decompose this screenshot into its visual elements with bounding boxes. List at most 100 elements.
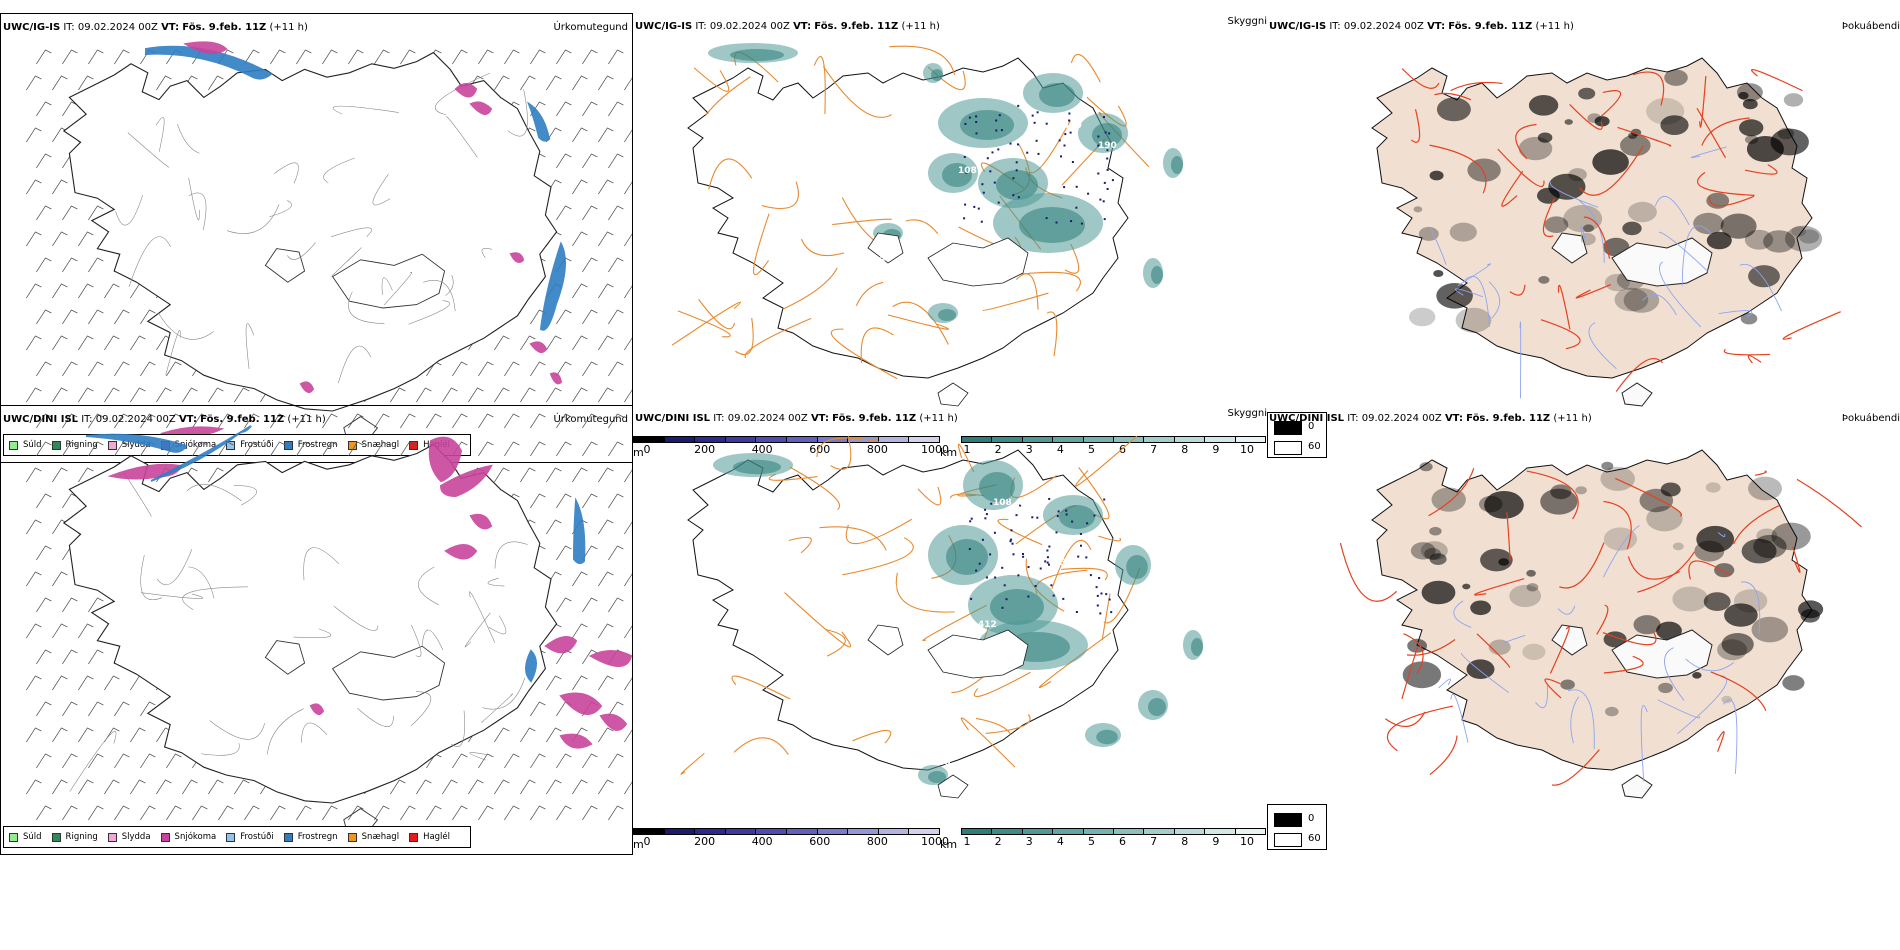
fog-patch (1431, 487, 1466, 512)
wind-barb (26, 727, 42, 743)
lead-time: (+11 h) (901, 21, 940, 32)
vt-value: Fös. 9.feb. 11Z (832, 413, 917, 424)
precip-area (539, 241, 566, 331)
low-visibility-areas (708, 43, 1183, 323)
road-segment (287, 242, 316, 260)
wind-barb (598, 75, 614, 91)
fog-patch (1467, 158, 1501, 182)
road-segment (69, 731, 117, 792)
road-segment (357, 708, 394, 727)
visibility-swatch (962, 829, 993, 834)
wind-barb (26, 779, 42, 795)
road-segment (731, 675, 791, 700)
road-segment (182, 586, 248, 610)
ceiling-tick: 800 (866, 835, 888, 848)
road-segment (1075, 435, 1138, 487)
precip-legend-item: Rigning (51, 440, 98, 450)
visibility-colorbar: 1 2 3 4 5 6 7 8 9 10 (961, 436, 1266, 456)
ceiling-swatch (664, 829, 696, 834)
wind-barb (504, 361, 520, 377)
ceiling-speck (964, 122, 967, 125)
road-segment (753, 213, 770, 276)
wind-barb (26, 283, 42, 299)
fog-patch (1479, 495, 1503, 513)
fog-patch (1721, 695, 1733, 704)
road-segment (372, 173, 391, 206)
fog-patch (1413, 206, 1423, 213)
road-segment (698, 299, 736, 330)
fog-patch (1538, 276, 1550, 284)
fog-patch (1721, 633, 1754, 656)
ceiling-speck (1063, 186, 1066, 189)
fog-patch (1744, 229, 1774, 250)
wind-barb (400, 805, 416, 821)
wind-barb (26, 675, 42, 691)
ceiling-speck (1096, 594, 1099, 597)
fog-patch (1592, 149, 1629, 175)
road-segment (332, 105, 399, 115)
wind-barb (296, 805, 312, 821)
fog-patch (1627, 201, 1657, 223)
ceiling-speck (1056, 515, 1059, 518)
road-segment (1575, 284, 1612, 299)
precip-legend-swatch (160, 832, 170, 842)
visibility-tick: 6 (1119, 443, 1127, 456)
road-segment (1747, 354, 1762, 364)
wind-barb (88, 805, 104, 821)
road-segment (482, 677, 526, 710)
ceiling-speck (1098, 577, 1101, 579)
fog-patch (1436, 97, 1471, 122)
precip-legend-label: Rigning (65, 832, 98, 842)
wind-barb (598, 387, 614, 403)
fog-patch (1628, 132, 1638, 139)
road-segment (331, 227, 372, 238)
visibility-core (1096, 729, 1118, 745)
precip-legend-swatch (283, 832, 293, 842)
fog-patch (1724, 603, 1758, 627)
road-segment (819, 526, 887, 551)
wind-barb (468, 387, 484, 403)
wind-barb (624, 129, 632, 143)
ceiling-tick: 600 (809, 443, 831, 456)
visibility-swatch (962, 437, 993, 442)
river (1430, 228, 1447, 265)
wind-barb (52, 179, 68, 195)
visibility-value-label: 240 (878, 583, 897, 593)
precip-areas (85, 425, 632, 749)
visibility-core (931, 69, 943, 81)
precip-legend-swatch (9, 832, 18, 842)
wind-barb (608, 309, 624, 325)
precip-panel-header: UWC/DINI ISL IT: 09.02.2024 00Z VT: Fös.… (3, 414, 326, 426)
road-segment (1428, 468, 1475, 517)
wind-barb (624, 781, 632, 795)
precip-area (469, 513, 493, 530)
ceiling-speck (1093, 514, 1096, 517)
road-segment (233, 485, 257, 506)
fog-patch (1745, 135, 1759, 145)
it-value: 09.02.2024 00Z (1361, 413, 1442, 424)
visibility-value-label: 203 (863, 186, 882, 196)
model-name: UWC/IG-IS (635, 21, 693, 32)
wind-barb (546, 75, 562, 91)
visibility-core (946, 539, 988, 575)
wind-barb (26, 519, 42, 535)
wind-barb (556, 753, 572, 769)
road-segment (1710, 671, 1767, 711)
wind-barb (270, 49, 286, 65)
fog-index-panel: UWC/DINI ISL IT: 09.02.2024 00Z VT: Fös.… (1267, 405, 1900, 855)
road-segment (693, 67, 730, 92)
model-name: UWC/DINI ISL (635, 413, 711, 424)
precip-legend-label: Frostregn (297, 832, 338, 842)
road-segment (301, 722, 328, 743)
ceiling-speck (989, 170, 992, 173)
wind-barb (452, 413, 468, 429)
wind-barb (494, 779, 510, 795)
wind-barb (270, 441, 286, 457)
road-segment (1401, 68, 1440, 89)
wind-barb (78, 779, 94, 795)
fog-patch (1751, 616, 1789, 643)
road-segment (155, 117, 165, 152)
road-lines (69, 472, 528, 792)
wind-barb (390, 779, 406, 795)
road-segment (1583, 216, 1611, 259)
